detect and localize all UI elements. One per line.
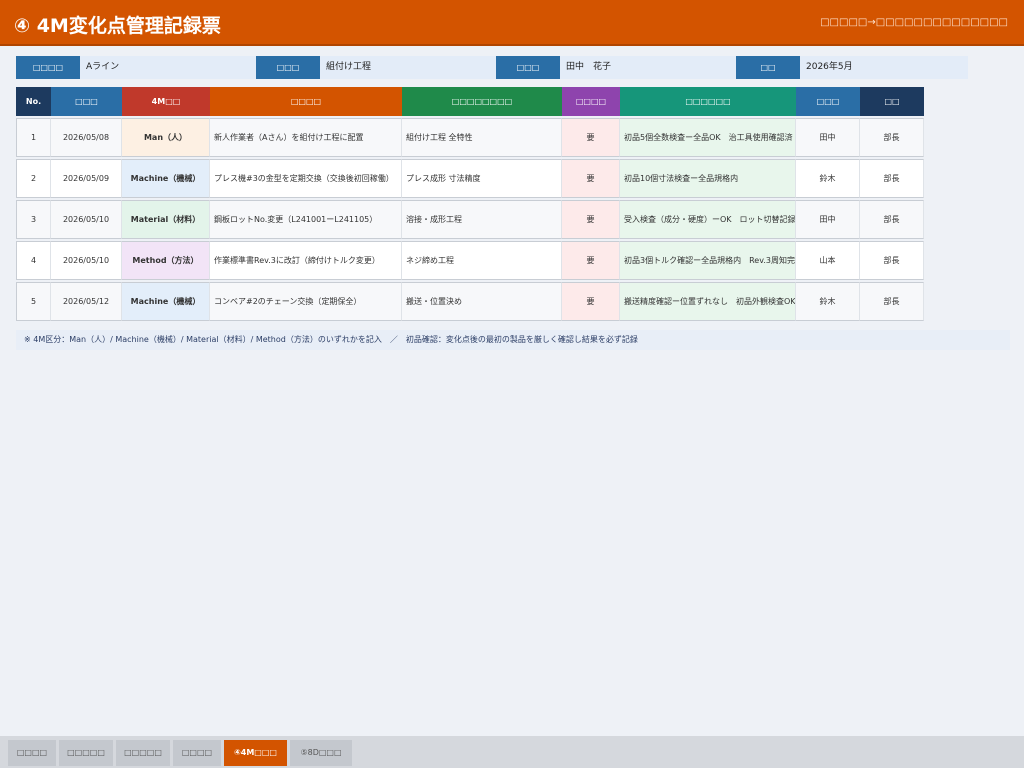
cell-approver[interactable]: 部長 [860,159,924,198]
change-point-table: No. □□□ 4M□□ □□□□ □□□□□□□□ □□□□ □□□□□□ □… [16,85,924,323]
info-row: □□□□ Aライン □□□ 組付け工程 □□□ 田中 花子 □□ 2026年5月 [16,56,968,79]
cell-date[interactable]: 2026/05/10 [51,241,122,280]
sheet-tab-8d[interactable]: ⑤8D□□□ [290,740,352,766]
cell-content[interactable]: プレス機#3の金型を定期交換（交換後初回稼働） [210,159,402,198]
cell-4m-type[interactable]: Machine（機械） [122,159,210,198]
info-label-process: □□□ [256,56,320,79]
cell-target[interactable]: 溶接・成形工程 [402,200,562,239]
info-value-month[interactable]: 2026年5月 [806,62,853,72]
cell-no: 3 [16,200,51,239]
cell-no: 1 [16,118,51,157]
table-row: 4 2026/05/10 Method（方法） 作業標準書Rev.3に改訂（締付けトル… [16,241,924,280]
cell-confirmer[interactable]: 山本 [796,241,860,280]
cell-result[interactable]: 搬送精度確認ー位置ずれなし 初品外観検査OK [620,282,796,321]
info-value-line[interactable]: Aライン [86,62,120,72]
info-value-process[interactable]: 組付け工程 [326,62,372,72]
cell-first-check[interactable]: 要 [562,159,620,198]
cell-result[interactable]: 初品10個寸法検査ー全品規格内 [620,159,796,198]
cell-4m-type[interactable]: Method（方法） [122,241,210,280]
cell-result[interactable]: 初品3個トルク確認ー全品規格内 Rev.3周知完了 [620,241,796,280]
table-row: 1 2026/05/08 Man（人） 新人作業者（Aさん）を組付け工程に配置 組付け工… [16,118,924,157]
cell-first-check[interactable]: 要 [562,118,620,157]
cell-no: 2 [16,159,51,198]
cell-target[interactable]: プレス成形 寸法精度 [402,159,562,198]
sheet-tab-1[interactable]: □□□□ [8,740,56,766]
cell-first-check[interactable]: 要 [562,200,620,239]
info-label-line: □□□□ [16,56,80,79]
cell-content[interactable]: 新人作業者（Aさん）を組付け工程に配置 [210,118,402,157]
cell-result[interactable]: 初品5個全数検査ー全品OK 治工具使用確認済 [620,118,796,157]
sheet-tab-4[interactable]: □□□□ [173,740,221,766]
cell-content[interactable]: 鋼板ロットNo.変更（L241001ーL241105） [210,200,402,239]
header-date: □□□ [51,87,122,116]
header-4m-type: 4M□□ [122,87,210,116]
sheet-tab-4m-active[interactable]: ④4M□□□ [224,740,287,766]
footnote: ※ 4M区分：Man（人）/ Machine（機械）/ Material（材料）… [16,330,1010,350]
cell-content[interactable]: コンベア#2のチェーン交換（定期保全） [210,282,402,321]
cell-first-check[interactable]: 要 [562,282,620,321]
cell-approver[interactable]: 部長 [860,200,924,239]
cell-target[interactable]: ネジ締め工程 [402,241,562,280]
cell-confirmer[interactable]: 鈴木 [796,282,860,321]
cell-date[interactable]: 2026/05/08 [51,118,122,157]
cell-confirmer[interactable]: 田中 [796,200,860,239]
sheet-tab-3[interactable]: □□□□□ [116,740,170,766]
cell-4m-type[interactable]: Man（人） [122,118,210,157]
cell-no: 4 [16,241,51,280]
header-confirmer: □□□ [796,87,860,116]
top-nav-link[interactable]: □□□□□→□□□□□□□□□□□□□□ [820,17,1008,28]
cell-approver[interactable]: 部長 [860,241,924,280]
cell-target[interactable]: 組付け工程 全特性 [402,118,562,157]
info-label-month: □□ [736,56,800,79]
cell-confirmer[interactable]: 田中 [796,118,860,157]
page-title: ④ 4M変化点管理記録票 [14,15,221,37]
cell-target[interactable]: 搬送・位置決め [402,282,562,321]
cell-confirmer[interactable]: 鈴木 [796,159,860,198]
header-no: No. [16,87,51,116]
header-result: □□□□□□ [620,87,796,116]
sheet-tab-bar: □□□□ □□□□□ □□□□□ □□□□ ④4M□□□ ⑤8D□□□ [0,736,1024,768]
table-row: 3 2026/05/10 Material（材料） 鋼板ロットNo.変更（L24100… [16,200,924,239]
table-row: 2 2026/05/09 Machine（機械） プレス機#3の金型を定期交換（交換後… [16,159,924,198]
table-header-row: No. □□□ 4M□□ □□□□ □□□□□□□□ □□□□ □□□□□□ □… [16,87,924,116]
cell-date[interactable]: 2026/05/10 [51,200,122,239]
cell-date[interactable]: 2026/05/09 [51,159,122,198]
cell-approver[interactable]: 部長 [860,282,924,321]
cell-date[interactable]: 2026/05/12 [51,282,122,321]
info-label-person: □□□ [496,56,560,79]
title-bar: ④ 4M変化点管理記録票 □□□□□→□□□□□□□□□□□□□□ [0,0,1024,46]
cell-4m-type[interactable]: Machine（機械） [122,282,210,321]
cell-result[interactable]: 受入検査（成分・硬度）ーOK ロット切替記録済 [620,200,796,239]
header-first-check: □□□□ [562,87,620,116]
info-value-person[interactable]: 田中 花子 [566,62,612,72]
header-content: □□□□ [210,87,402,116]
cell-approver[interactable]: 部長 [860,118,924,157]
header-target: □□□□□□□□ [402,87,562,116]
cell-first-check[interactable]: 要 [562,241,620,280]
cell-content[interactable]: 作業標準書Rev.3に改訂（締付けトルク変更） [210,241,402,280]
cell-4m-type[interactable]: Material（材料） [122,200,210,239]
header-approver: □□ [860,87,924,116]
table-row: 5 2026/05/12 Machine（機械） コンベア#2のチェーン交換（定期保全… [16,282,924,321]
sheet-tab-2[interactable]: □□□□□ [59,740,113,766]
cell-no: 5 [16,282,51,321]
